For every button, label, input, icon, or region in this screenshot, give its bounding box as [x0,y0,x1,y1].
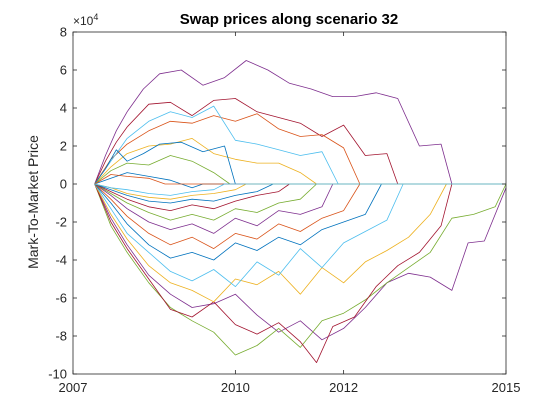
series-line-16 [94,183,506,250]
series-group [94,60,507,364]
x-tick-label: 2007 [59,380,88,395]
ticks-group: -10 -8 -6 -4 -2 0 2 4 6 8 2007 2010 2012 2015 [48,25,520,396]
plot-area: -10 -8 -6 -4 -2 0 2 4 6 8 2007 2010 2012 2015 [48,25,520,396]
y-axis-label: Mark-To-Market Price [25,135,41,269]
series-line-3 [94,113,506,185]
plot-background [73,32,506,374]
series-line-12 [94,183,506,364]
y-tick-label: 6 [60,63,67,78]
series-line-19 [94,183,506,212]
series-line-15 [94,183,506,261]
series-line-1 [94,60,506,185]
y-tick-label: -10 [48,367,67,382]
series-line-14 [94,183,506,288]
svg-text:×104: ×104 [73,12,98,28]
y-exponent-base: ×10 [73,14,94,28]
series-line-18 [94,183,506,221]
y-exponent-power: 4 [93,12,98,22]
series-line-21 [94,183,506,200]
series-line-13 [94,183,506,303]
y-tick-label: 2 [60,139,67,154]
y-tick-label: 8 [60,25,67,40]
series-line-17 [94,183,506,234]
series-line-20 [94,183,506,204]
series-line-8 [94,172,506,189]
y-tick-label: -2 [55,215,67,230]
chart-title: Swap prices along scenario 32 [180,11,398,28]
series-line-6 [94,141,506,185]
y-tick-label: -8 [55,329,67,344]
axes-frame [72,31,507,375]
x-tick-label: 2010 [221,380,250,395]
series-line-4 [94,105,506,185]
series-line-7 [94,155,506,185]
x-tick-label: 2012 [329,380,358,395]
series-line-5 [94,137,506,185]
x-tick-label: 2015 [492,380,521,395]
y-tick-label: -6 [55,291,67,306]
y-exponent-label: ×104 [73,12,98,28]
series-line-10 [94,183,507,341]
y-tick-label: 0 [60,177,67,192]
series-line-9 [94,174,506,185]
y-tick-label: 4 [60,101,67,116]
y-tick-label: -4 [55,253,67,268]
series-line-22 [94,183,506,196]
series-line-11 [94,183,507,356]
series-line-2 [94,98,506,185]
